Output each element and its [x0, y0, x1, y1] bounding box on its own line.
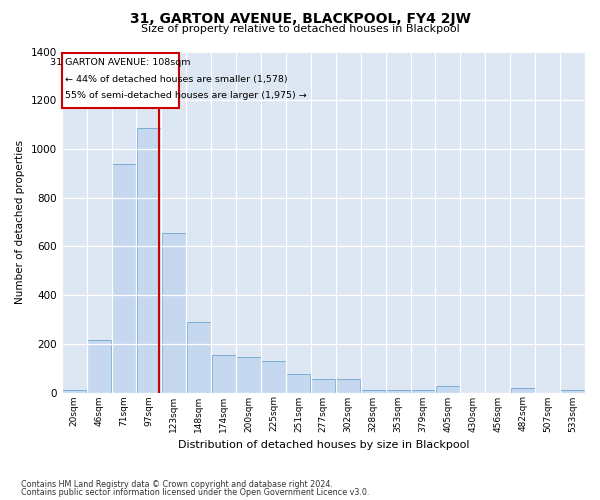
- Bar: [112, 164, 136, 392]
- Bar: [361, 390, 385, 392]
- Bar: [162, 233, 186, 392]
- Bar: [87, 340, 111, 392]
- Text: ← 44% of detached houses are smaller (1,578): ← 44% of detached houses are smaller (1,…: [65, 74, 287, 84]
- Text: 31 GARTON AVENUE: 108sqm: 31 GARTON AVENUE: 108sqm: [50, 58, 191, 68]
- Text: 31, GARTON AVENUE, BLACKPOOL, FY4 2JW: 31, GARTON AVENUE, BLACKPOOL, FY4 2JW: [130, 12, 470, 26]
- Y-axis label: Number of detached properties: Number of detached properties: [15, 140, 25, 304]
- Bar: [311, 379, 335, 392]
- Text: 55% of semi-detached houses are larger (1,975) →: 55% of semi-detached houses are larger (…: [65, 91, 307, 100]
- Bar: [386, 390, 410, 392]
- FancyBboxPatch shape: [62, 54, 179, 108]
- Bar: [336, 379, 361, 392]
- Bar: [511, 388, 535, 392]
- X-axis label: Distribution of detached houses by size in Blackpool: Distribution of detached houses by size …: [178, 440, 469, 450]
- Bar: [411, 390, 435, 392]
- Bar: [236, 357, 260, 392]
- Bar: [560, 390, 584, 392]
- Bar: [187, 322, 211, 392]
- Bar: [262, 361, 286, 392]
- Bar: [286, 374, 310, 392]
- Bar: [137, 128, 161, 392]
- Text: Size of property relative to detached houses in Blackpool: Size of property relative to detached ho…: [140, 24, 460, 34]
- Bar: [62, 390, 86, 392]
- Text: Contains public sector information licensed under the Open Government Licence v3: Contains public sector information licen…: [21, 488, 370, 497]
- Bar: [212, 355, 236, 393]
- Bar: [436, 386, 460, 392]
- Text: Contains HM Land Registry data © Crown copyright and database right 2024.: Contains HM Land Registry data © Crown c…: [21, 480, 333, 489]
